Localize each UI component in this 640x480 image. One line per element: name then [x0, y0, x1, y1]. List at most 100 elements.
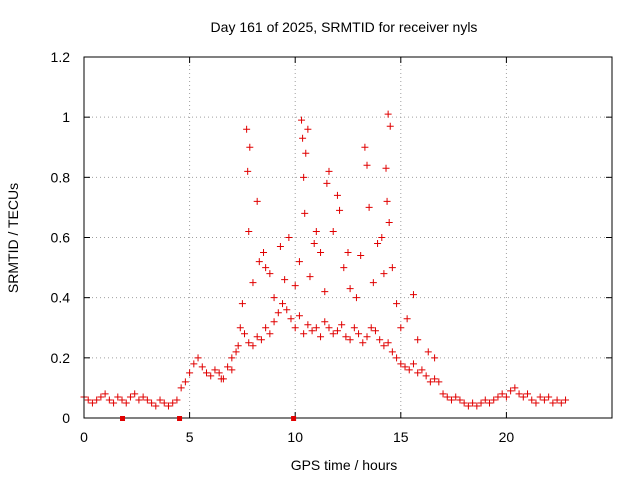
data-point	[93, 396, 101, 404]
data-point	[405, 366, 413, 374]
data-point	[228, 354, 236, 362]
data-point	[371, 327, 379, 335]
data-point	[422, 372, 430, 380]
data-point	[336, 206, 344, 214]
data-point	[553, 396, 561, 404]
data-point	[424, 348, 432, 356]
data-point	[333, 191, 341, 199]
data-point	[357, 252, 365, 260]
data-point	[350, 324, 358, 332]
data-point	[173, 396, 181, 404]
data-point	[397, 360, 405, 368]
data-point	[270, 318, 278, 326]
data-point	[302, 149, 310, 157]
data-point	[84, 396, 92, 404]
data-point	[502, 393, 510, 401]
data-point	[456, 396, 464, 404]
data-gap-marker	[120, 416, 126, 421]
data-point	[409, 360, 417, 368]
data-point	[101, 390, 109, 398]
data-point	[276, 243, 284, 251]
data-gap-marker	[177, 416, 183, 421]
data-point	[367, 324, 375, 332]
data-point	[386, 122, 394, 130]
data-point	[383, 197, 391, 205]
data-point	[365, 203, 373, 211]
data-point	[306, 273, 314, 281]
data-point	[232, 348, 240, 356]
data-point	[388, 264, 396, 272]
data-point	[287, 315, 295, 323]
data-point	[325, 167, 333, 175]
data-point	[473, 402, 481, 410]
data-point	[88, 399, 96, 407]
data-point	[515, 390, 523, 398]
gridlines	[84, 57, 612, 418]
data-point	[253, 333, 261, 341]
data-point	[477, 399, 485, 407]
y-tick-label: 0	[62, 410, 70, 426]
data-point	[528, 396, 536, 404]
data-point	[414, 336, 422, 344]
data-point	[524, 390, 532, 398]
data-point	[507, 387, 515, 395]
data-point	[486, 399, 494, 407]
data-point	[301, 209, 309, 217]
data-point	[321, 288, 329, 296]
data-point	[397, 324, 405, 332]
x-tick-label: 5	[186, 429, 194, 445]
data-point	[270, 294, 278, 302]
data-point	[217, 375, 225, 383]
data-point	[452, 393, 460, 401]
data-point	[494, 393, 502, 401]
data-point	[498, 390, 506, 398]
data-point	[266, 270, 274, 278]
data-point	[148, 399, 156, 407]
data-point	[431, 354, 439, 362]
data-point	[490, 396, 498, 404]
data-point	[164, 402, 172, 410]
data-point	[344, 249, 352, 257]
data-point	[177, 384, 185, 392]
data-point	[215, 369, 223, 377]
data-point	[359, 339, 367, 347]
data-point	[338, 321, 346, 329]
data-point	[152, 402, 160, 410]
data-point	[198, 363, 206, 371]
data-point	[460, 399, 468, 407]
data-point	[382, 164, 390, 172]
data-point	[97, 393, 105, 401]
data-point	[333, 327, 341, 335]
data-point	[447, 396, 455, 404]
data-point	[312, 227, 320, 235]
data-point	[443, 393, 451, 401]
data-point	[207, 372, 215, 380]
data-point	[388, 348, 396, 356]
data-point	[295, 312, 303, 320]
data-point	[304, 125, 312, 133]
data-point	[317, 249, 325, 257]
data-point	[122, 399, 130, 407]
data-point	[236, 324, 244, 332]
data-point	[169, 399, 177, 407]
data-point	[540, 396, 548, 404]
data-point	[329, 330, 337, 338]
y-tick-label: 1	[62, 109, 70, 125]
y-tick-label: 0.2	[51, 350, 71, 366]
data-point	[131, 390, 139, 398]
data-point	[249, 342, 257, 350]
data-point	[241, 330, 249, 338]
data-point	[384, 110, 392, 118]
data-point	[532, 399, 540, 407]
data-point	[435, 378, 443, 386]
data-point	[384, 339, 392, 347]
data-point	[385, 218, 393, 226]
data-point	[245, 339, 253, 347]
data-point	[481, 396, 489, 404]
y-tick-label: 1.2	[51, 49, 71, 65]
data-point	[295, 258, 303, 266]
data-point	[181, 378, 189, 386]
data-point	[346, 336, 354, 344]
